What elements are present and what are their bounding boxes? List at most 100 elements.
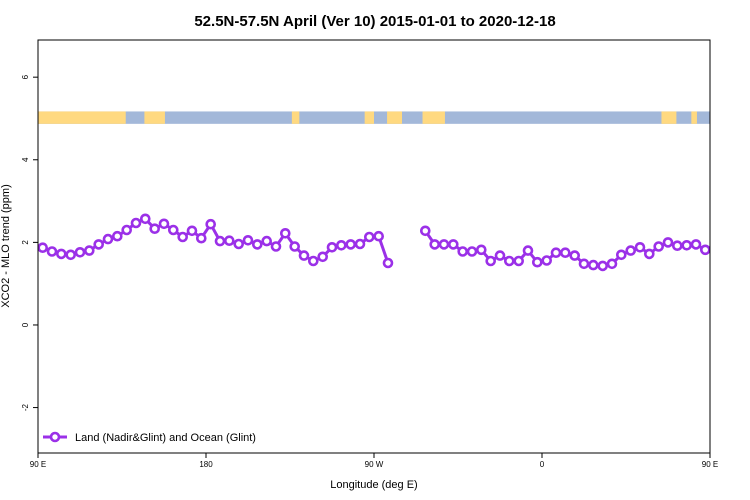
data-point — [634, 242, 646, 253]
data-point — [335, 240, 347, 251]
data-point — [214, 235, 226, 247]
data-point — [130, 217, 142, 229]
data-point — [261, 235, 273, 247]
x-tick-label: 180 — [199, 460, 213, 469]
land-band — [387, 111, 402, 124]
data-point — [84, 245, 95, 256]
data-point — [289, 241, 301, 252]
data-point — [550, 247, 562, 258]
data-point — [653, 241, 665, 252]
data-point — [739, 252, 747, 260]
data-point — [531, 256, 543, 268]
data-point — [466, 246, 478, 257]
legend-label: Land (Nadir&Glint) and Ocean (Glint) — [75, 432, 256, 444]
data-point — [429, 239, 441, 250]
data-point — [643, 248, 655, 260]
data-point — [615, 249, 627, 261]
legend: Land (Nadir&Glint) and Ocean (Glint) — [43, 431, 256, 444]
data-point — [93, 239, 104, 250]
data-point — [485, 255, 497, 267]
data-point — [522, 245, 534, 256]
y-tick-label: 0 — [21, 322, 30, 327]
chart-title: 52.5N-57.5N April (Ver 10) 2015-01-01 to… — [194, 13, 555, 30]
data-point — [55, 248, 67, 260]
x-tick-label: 90 E — [702, 460, 718, 469]
data-point — [196, 232, 207, 244]
data-point — [205, 218, 216, 230]
data-point — [625, 245, 637, 256]
data-point — [224, 235, 235, 246]
data-point — [233, 238, 244, 250]
data-point — [168, 224, 179, 236]
land-ocean-strip — [38, 111, 710, 124]
y-tick-label: 6 — [21, 74, 30, 79]
data-point — [700, 244, 710, 256]
data-point — [279, 228, 291, 239]
data-point — [720, 248, 728, 256]
data-point — [46, 246, 58, 257]
data-point — [102, 233, 114, 245]
land-band — [422, 111, 445, 124]
data-point — [74, 247, 86, 258]
data-point — [690, 239, 702, 250]
data-point — [438, 239, 450, 250]
data-point — [569, 250, 581, 261]
data-point — [382, 257, 394, 269]
data-point — [242, 235, 254, 246]
data-point — [65, 249, 76, 261]
legend-marker — [49, 431, 61, 443]
data-point — [662, 237, 674, 248]
land-band — [661, 111, 677, 124]
data-point — [121, 224, 132, 236]
data-point — [671, 240, 683, 251]
x-axis-ticks: 90 E 180 90 W 0 90 E — [30, 453, 718, 469]
data-point — [186, 225, 198, 237]
land-band — [364, 111, 374, 124]
y-axis-ticks: -2 0 2 4 6 — [21, 74, 38, 411]
data-point — [513, 255, 525, 267]
data-point — [270, 241, 282, 252]
data-point — [559, 247, 571, 258]
y-tick-label: 2 — [21, 240, 30, 245]
land-band — [691, 111, 697, 124]
data-point — [578, 258, 590, 270]
data-point — [149, 223, 160, 234]
data-point — [373, 230, 385, 242]
x-axis-label: Longitude (deg E) — [330, 479, 417, 491]
data-point — [606, 258, 618, 270]
data-point — [317, 251, 329, 263]
data-point — [112, 230, 123, 242]
land-band — [144, 111, 165, 124]
plot-frame — [37, 39, 711, 454]
land-band — [38, 111, 126, 124]
data-point — [419, 225, 431, 237]
x-tick-label: 90 W — [365, 460, 384, 469]
data-point — [597, 260, 609, 272]
data-point — [38, 242, 48, 253]
data-point — [587, 259, 599, 271]
data-point — [709, 246, 710, 252]
data-point — [541, 255, 553, 266]
data-point — [354, 238, 366, 250]
data-point — [363, 231, 375, 243]
data-point — [177, 231, 188, 243]
data-point — [494, 250, 506, 261]
data-point — [345, 239, 357, 250]
y-tick-label: 4 — [21, 157, 30, 162]
data-point — [140, 213, 151, 225]
data-point — [326, 242, 338, 253]
data-point — [503, 255, 515, 267]
land-band — [291, 111, 300, 124]
data-point — [298, 250, 310, 261]
data-point — [681, 240, 693, 251]
series-layer — [38, 213, 747, 272]
data-point — [729, 251, 737, 259]
data-point — [457, 246, 469, 257]
data-point — [475, 244, 487, 256]
data-point — [447, 239, 459, 250]
x-tick-label: 0 — [540, 460, 545, 469]
data-point — [307, 255, 319, 267]
y-tick-label: -2 — [21, 403, 30, 411]
x-tick-label: 90 E — [30, 460, 46, 469]
